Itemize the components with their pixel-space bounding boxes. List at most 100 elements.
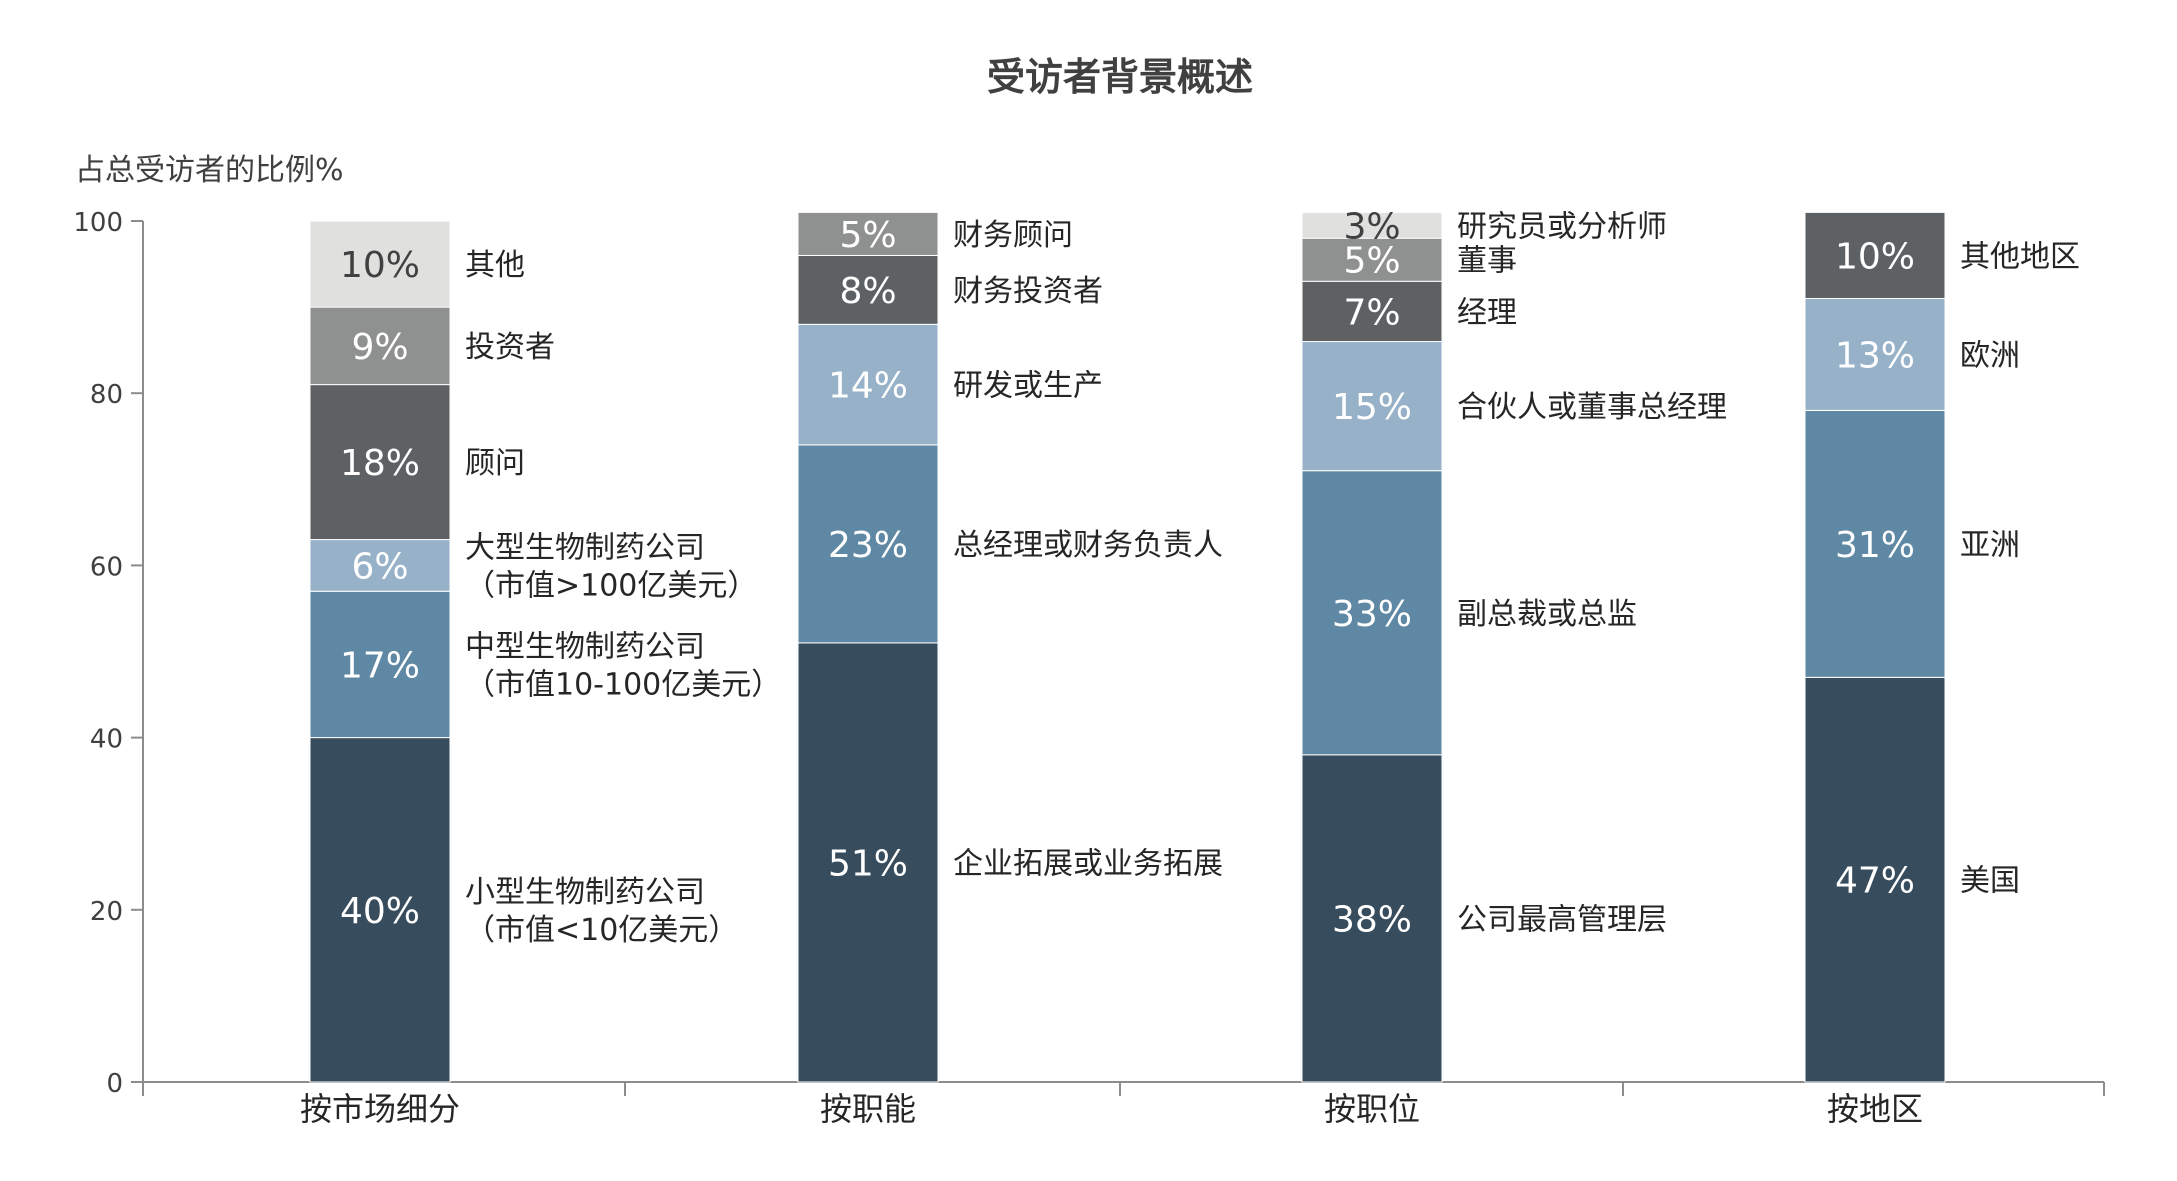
data-label: 10% [340,245,420,286]
data-label: 51% [828,843,908,884]
segment-name-line: 小型生物制药公司 [465,875,705,910]
bar-segment [309,220,451,308]
data-label: 33% [1332,594,1412,635]
segment-name-label: 中型生物制药公司（市值10-100亿美元） [465,629,781,702]
y-axis-label: 占总受访者的比例% [75,153,344,188]
bar-stack: 按职能 51% 企业拓展或业务拓展 23% 总经理或财务负责人 14% 研发或生产 8% 财务投… [797,211,1223,1128]
bar-segment [797,642,939,1083]
bar-segment [309,306,451,386]
segment-name-label: 小型生物制药公司（市值<10亿美元） [465,875,738,948]
segment-name-line: 董事 [1457,244,1517,279]
bar-stack: 按职位 38% 公司最高管理层 33% 副总裁或总监 15% 合伙人或董事总经理 7% 经理 5%… [1301,206,1727,1128]
segment-name-line: 投资者 [465,330,555,365]
data-label: 5% [1343,241,1400,282]
segment-name-line: 美国 [1960,864,2020,899]
data-label: 5% [839,215,896,256]
segment-name-line: （市值>100亿美元） [465,568,757,603]
axes: 0 20 40 60 80 100 [73,208,2105,1099]
y-tick-label: 0 [106,1069,123,1099]
bars: 按市场细分 40% 小型生物制药公司（市值<10亿美元） 17% 中型生物制药公司（市值… [300,206,2080,1128]
segment-name-label: 亚洲 [1960,528,2020,563]
segment-name-label: 大型生物制药公司（市值>100亿美元） [465,530,757,603]
segment-name-label: 总经理或财务负责人 [953,528,1223,563]
data-label: 6% [351,546,408,587]
data-label: 13% [1835,335,1915,376]
bar-segment [797,323,939,446]
segment-name-label: 董事 [1457,244,1517,279]
bar-segment [1301,211,1443,239]
y-tick-label: 100 [73,208,123,238]
bar-segment [1804,409,1946,678]
segment-name-line: 亚洲 [1960,528,2020,563]
segment-name-label: 财务顾问 [953,218,1073,253]
segment-name-line: 大型生物制药公司 [465,530,705,565]
x-category-label: 按职能 [820,1090,916,1128]
bar-segment [1301,470,1443,756]
data-label: 18% [340,443,420,484]
bar-segment [1301,341,1443,472]
segment-name-line: 合伙人或董事总经理 [1457,390,1727,425]
x-category-label: 按市场细分 [300,1090,460,1128]
segment-name-line: 财务顾问 [953,218,1073,253]
bar-segment [1804,676,1946,1083]
segment-name-line: 其他 [465,248,525,283]
data-label: 40% [340,891,420,932]
data-label: 23% [828,525,908,566]
chart-title: 受访者背景概述 [987,55,1253,99]
bar-segment [309,737,451,1083]
segment-name-label: 合伙人或董事总经理 [1457,390,1727,425]
data-label: 3% [1343,206,1400,247]
data-label: 38% [1332,899,1412,940]
data-label: 10% [1835,236,1915,277]
segment-name-line: （市值<10亿美元） [465,913,738,948]
bar-segment [1301,237,1443,282]
bar-segment [1301,754,1443,1083]
bar-stack: 按地区 47% 美国 31% 亚洲 13% 欧洲 10% 其他地区 [1804,211,2080,1128]
y-tick-label: 20 [90,897,123,927]
segment-name-label: 研发或生产 [953,369,1103,404]
data-label: 9% [351,327,408,368]
segment-name-line: （市值10-100亿美元） [465,667,781,702]
bar-segment [1804,297,1946,411]
bar-segment [1301,280,1443,343]
segment-name-line: 研发或生产 [953,369,1103,404]
x-category-label: 按地区 [1827,1090,1923,1128]
bar-segment [309,384,451,541]
bar-segment [309,539,451,592]
bar-segment [797,444,939,644]
segment-name-label: 投资者 [465,330,555,365]
data-label: 14% [828,366,908,407]
segment-name-label: 研究员或分析师 [1457,209,1667,244]
data-label: 15% [1332,387,1412,428]
segment-name-line: 顾问 [465,446,525,481]
y-tick-label: 40 [90,725,123,755]
data-label: 17% [340,645,420,686]
segment-name-line: 企业拓展或业务拓展 [953,846,1223,881]
segment-name-label: 公司最高管理层 [1457,902,1667,937]
segment-name-line: 经理 [1457,295,1517,330]
segment-name-label: 副总裁或总监 [1457,597,1637,632]
segment-name-line: 研究员或分析师 [1457,209,1667,244]
y-tick-label: 80 [90,380,123,410]
x-category-label: 按职位 [1324,1090,1420,1128]
data-label: 31% [1835,525,1915,566]
bar-segment [797,211,939,256]
segment-name-label: 财务投资者 [953,274,1103,309]
segment-name-label: 企业拓展或业务拓展 [953,846,1223,881]
bar-segment [1804,211,1946,299]
data-label: 47% [1835,861,1915,902]
segment-name-label: 其他 [465,248,525,283]
segment-name-label: 欧洲 [1960,338,2020,373]
segment-name-label: 美国 [1960,864,2020,899]
data-label: 7% [1343,292,1400,333]
segment-name-label: 顾问 [465,446,525,481]
segment-name-line: 财务投资者 [953,274,1103,309]
y-tick-label: 60 [90,552,123,582]
bar-segment [797,254,939,325]
segment-name-label: 其他地区 [1960,239,2080,274]
segment-name-line: 欧洲 [1960,338,2020,373]
segment-name-line: 副总裁或总监 [1457,597,1637,632]
bar-stack: 按市场细分 40% 小型生物制药公司（市值<10亿美元） 17% 中型生物制药公司（市值… [300,220,781,1128]
data-label: 8% [839,271,896,312]
